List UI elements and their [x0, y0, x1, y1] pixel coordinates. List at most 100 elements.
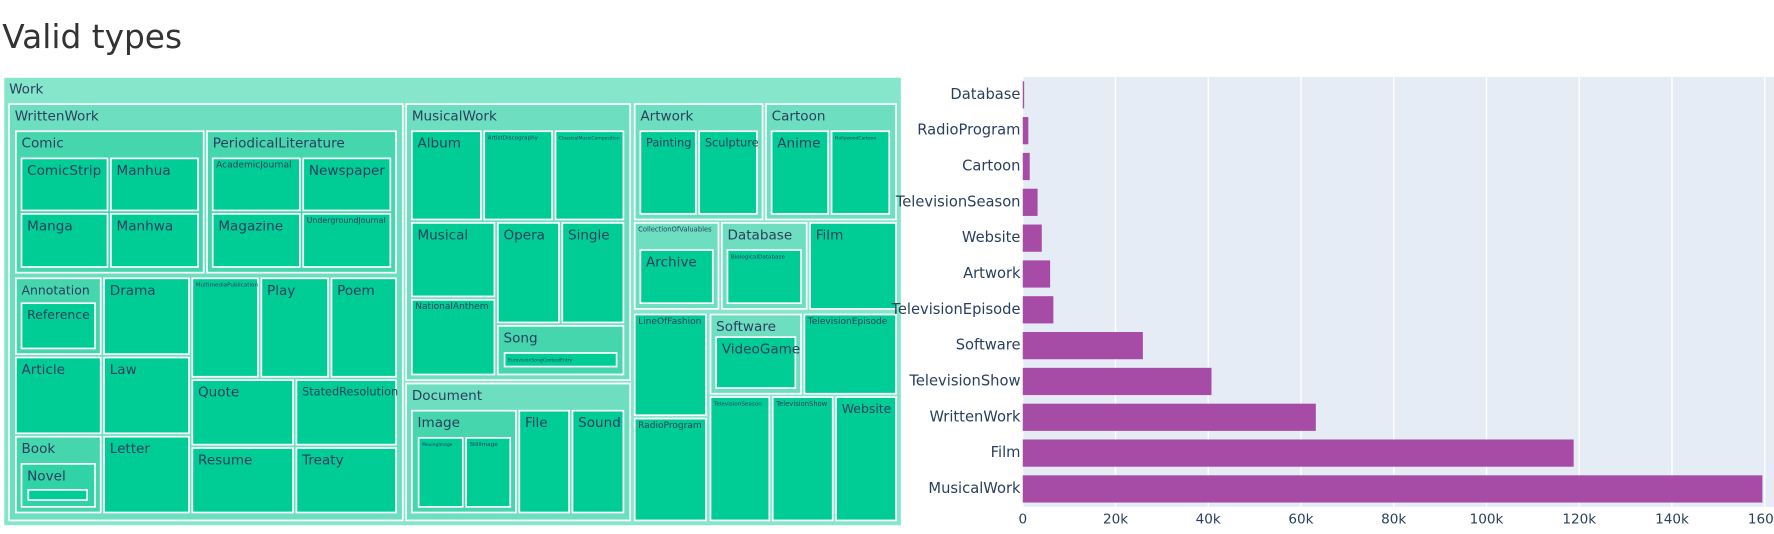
treemap-tile	[260, 277, 329, 378]
treemap-tile	[483, 130, 553, 221]
tile-label: VideoGame	[722, 342, 800, 358]
bar	[1022, 224, 1042, 252]
tile-label: Manhua	[117, 163, 171, 179]
x-tick-label: 100k	[1470, 511, 1504, 527]
tile-label: Cartoon	[772, 109, 826, 125]
y-tick-label: MusicalWork	[928, 480, 1021, 497]
y-tick-label: TelevisionEpisode	[890, 301, 1020, 318]
tile-label: Letter	[110, 441, 151, 457]
tile-label: Novel	[27, 468, 66, 484]
treemap-tile	[20, 302, 96, 350]
tile-label: Newspaper	[309, 163, 386, 179]
treemap-tile	[809, 222, 897, 310]
y-tick-label: Website	[962, 229, 1021, 246]
treemap-tile	[103, 356, 190, 435]
tile-label: Manhwa	[117, 218, 174, 234]
bar	[1022, 260, 1051, 288]
tile-label: StillImage	[470, 442, 499, 448]
x-tick-label: 160k	[1748, 511, 1774, 527]
treemap-tile	[639, 249, 714, 305]
tile-label: Song	[503, 330, 537, 346]
bar	[1022, 475, 1763, 503]
plot-area	[1022, 76, 1774, 507]
treemap-tile	[110, 157, 199, 212]
treemap-tile	[571, 409, 625, 514]
treemap-tile	[518, 409, 570, 514]
treemap-tile	[715, 336, 797, 389]
tile-label: Artwork	[640, 109, 693, 125]
treemap-tile	[803, 313, 897, 395]
tile-label: Software	[716, 319, 776, 335]
tile-label: UndergroundJournal	[307, 216, 386, 225]
tile-label: RadioProgram	[638, 421, 702, 431]
tile-label: Drama	[110, 283, 156, 299]
treemap-tile	[211, 212, 301, 268]
treemap-tile	[110, 212, 199, 268]
bar	[1022, 403, 1316, 431]
tile-label: Sculpture	[705, 137, 759, 150]
treemap-tile	[211, 157, 301, 212]
treemap-tile	[835, 396, 897, 522]
tile-label: Manga	[27, 218, 73, 234]
tile-label: Musical	[417, 227, 468, 243]
tile-label: TelevisionSeason	[713, 401, 762, 407]
treemap-tile	[639, 130, 697, 215]
tile-label: PeriodicalLiterature	[213, 136, 345, 152]
tile-label: Resume	[198, 452, 252, 468]
tile-label: NationalAnthem	[415, 302, 488, 312]
treemap-tile	[302, 212, 392, 268]
treemap-tile	[633, 417, 707, 522]
treemap-tile	[302, 157, 392, 212]
treemap-tile	[496, 222, 560, 324]
treemap-tile	[726, 249, 802, 305]
y-tick-label: TelevisionShow	[908, 372, 1020, 389]
treemap-tile	[417, 436, 464, 508]
treemap-tile	[410, 298, 496, 376]
tile-label: Magazine	[218, 218, 283, 234]
x-tick-label: 60k	[1288, 511, 1313, 527]
y-tick-label: Software	[956, 337, 1021, 354]
tile-label: Book	[22, 441, 56, 457]
tile-label: Single	[568, 227, 610, 243]
tile-label: ArtistDiscography	[488, 136, 539, 142]
tile-label: Comic	[22, 136, 64, 152]
tile-label: Image	[417, 415, 459, 431]
x-tick-label: 20k	[1103, 511, 1128, 527]
tile-label: Anime	[777, 136, 820, 152]
tile-label: TelevisionEpisode	[807, 317, 888, 327]
tile-label: File	[525, 415, 548, 431]
treemap-tile	[103, 435, 190, 514]
bar	[1022, 152, 1030, 181]
tile-label: Play	[267, 283, 295, 299]
treemap-tile	[191, 447, 294, 514]
tile-label: ComicStrip	[27, 163, 101, 179]
treemap-tile	[330, 277, 397, 378]
treemap-tile	[770, 130, 830, 215]
bar	[1022, 81, 1025, 109]
tile-label: EurovisionSongContestEntry	[508, 357, 573, 363]
treemap-tile	[561, 222, 625, 324]
y-tick-label: Database	[950, 86, 1020, 103]
x-tick-label: 0	[1018, 511, 1027, 527]
tile-label: Work	[9, 81, 43, 97]
treemap-tile	[410, 130, 482, 221]
tile-label: Archive	[646, 254, 697, 270]
treemap-tile	[830, 130, 891, 215]
y-tick-label: WrittenWork	[929, 408, 1021, 425]
bar-chart: 0 20k 40k 60k 80k 100k 120k 140k 160k Database Rad…	[890, 76, 1774, 527]
bar	[1022, 117, 1029, 145]
tile-label: LineOfFashion	[638, 317, 701, 327]
page-title: Valid types	[2, 18, 182, 56]
treemap-tile	[295, 379, 397, 446]
treemap-tile	[295, 447, 397, 514]
tile-label: Reference	[27, 307, 90, 322]
tile-label: Database	[727, 227, 792, 243]
treemap-tile	[191, 277, 259, 378]
tile-label: Document	[412, 388, 482, 404]
y-tick-label: Film	[991, 444, 1021, 461]
y-tick-label: RadioProgram	[917, 122, 1020, 139]
x-tick-label: 80k	[1381, 511, 1406, 527]
tile-label: Opera	[503, 227, 545, 243]
tile-label: WrittenWork	[15, 109, 99, 125]
